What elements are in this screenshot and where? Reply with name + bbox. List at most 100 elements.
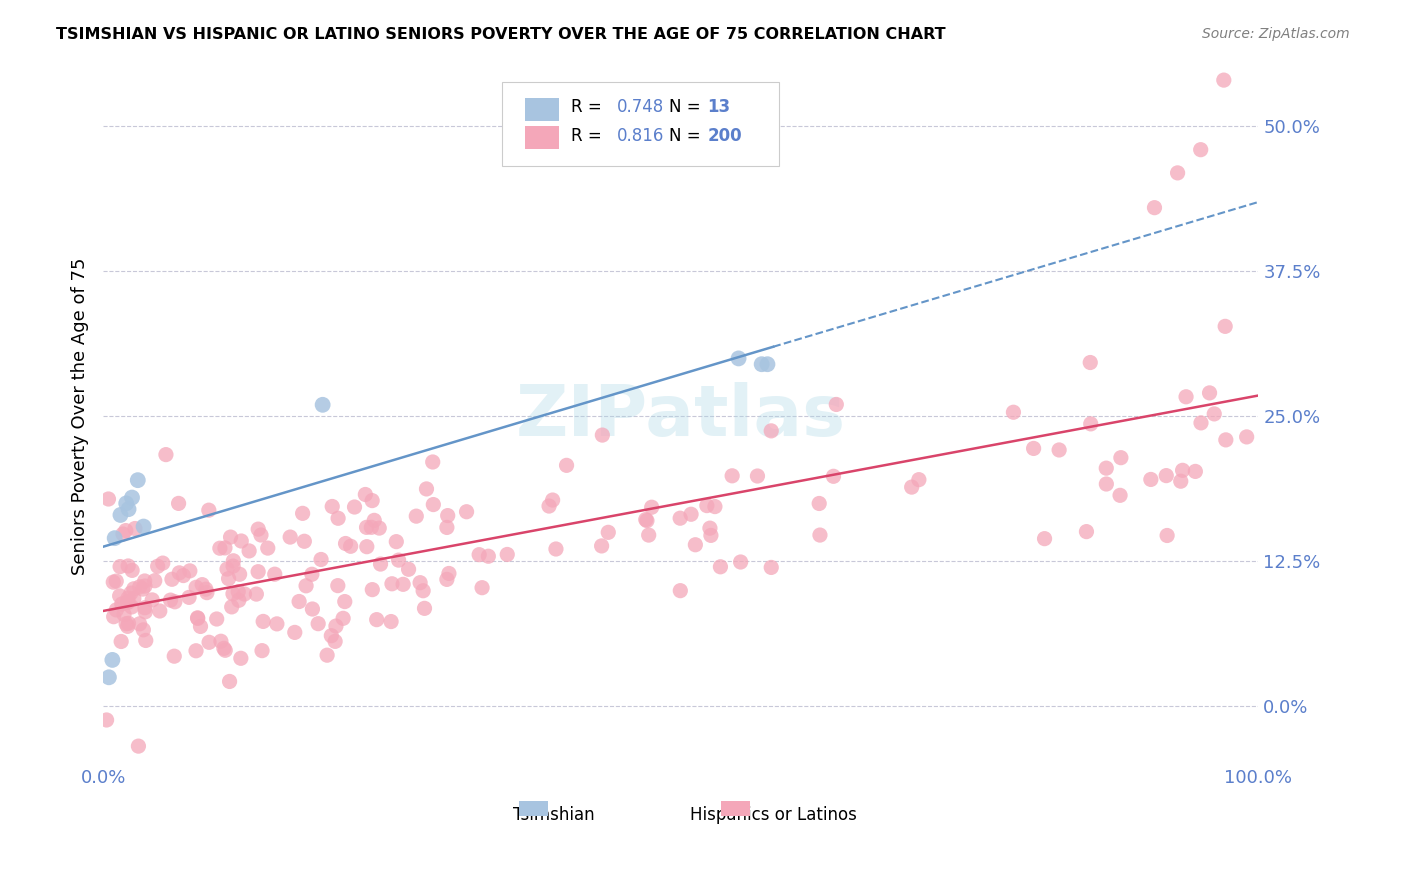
Hispanics or Latinos bbox=[1236, 430, 1258, 444]
Tsimshian bbox=[311, 398, 333, 412]
Text: Source: ZipAtlas.com: Source: ZipAtlas.com bbox=[1202, 27, 1350, 41]
Hispanics or Latinos bbox=[96, 713, 118, 727]
Hispanics or Latinos bbox=[730, 555, 752, 569]
Hispanics or Latinos bbox=[641, 500, 664, 515]
Hispanics or Latinos bbox=[117, 595, 139, 609]
Hispanics or Latinos bbox=[436, 508, 458, 523]
Text: 0.816: 0.816 bbox=[617, 127, 665, 145]
Hispanics or Latinos bbox=[321, 500, 343, 514]
Hispanics or Latinos bbox=[413, 601, 436, 615]
Text: TSIMSHIAN VS HISPANIC OR LATINO SENIORS POVERTY OVER THE AGE OF 75 CORRELATION C: TSIMSHIAN VS HISPANIC OR LATINO SENIORS … bbox=[56, 27, 946, 42]
Hispanics or Latinos bbox=[252, 615, 274, 629]
FancyBboxPatch shape bbox=[721, 801, 751, 816]
Hispanics or Latinos bbox=[332, 611, 354, 625]
Hispanics or Latinos bbox=[195, 585, 218, 599]
Hispanics or Latinos bbox=[194, 582, 217, 597]
Hispanics or Latinos bbox=[1033, 532, 1056, 546]
Hispanics or Latinos bbox=[117, 616, 139, 631]
Hispanics or Latinos bbox=[226, 584, 249, 599]
Hispanics or Latinos bbox=[380, 615, 402, 629]
Tsimshian bbox=[127, 473, 149, 487]
Hispanics or Latinos bbox=[316, 648, 339, 663]
Hispanics or Latinos bbox=[699, 521, 721, 535]
Hispanics or Latinos bbox=[177, 591, 200, 605]
Hispanics or Latinos bbox=[108, 559, 131, 574]
Hispanics or Latinos bbox=[284, 625, 307, 640]
Hispanics or Latinos bbox=[908, 473, 931, 487]
Tsimshian bbox=[115, 496, 138, 510]
Hispanics or Latinos bbox=[415, 482, 437, 496]
Hispanics or Latinos bbox=[117, 619, 139, 633]
Hispanics or Latinos bbox=[1080, 417, 1102, 431]
Hispanics or Latinos bbox=[256, 541, 278, 555]
Hispanics or Latinos bbox=[222, 559, 245, 574]
Hispanics or Latinos bbox=[301, 602, 323, 616]
Text: N =: N = bbox=[669, 127, 700, 145]
Tsimshian bbox=[121, 491, 143, 505]
Hispanics or Latinos bbox=[591, 539, 613, 553]
Hispanics or Latinos bbox=[187, 611, 209, 625]
Hispanics or Latinos bbox=[228, 593, 250, 607]
Tsimshian bbox=[132, 519, 155, 533]
FancyBboxPatch shape bbox=[524, 98, 560, 120]
Hispanics or Latinos bbox=[108, 589, 131, 603]
Hispanics or Latinos bbox=[121, 563, 143, 577]
Hispanics or Latinos bbox=[205, 612, 228, 626]
Hispanics or Latinos bbox=[111, 527, 134, 541]
Hispanics or Latinos bbox=[214, 643, 236, 657]
Hispanics or Latinos bbox=[385, 534, 408, 549]
Hispanics or Latinos bbox=[208, 541, 231, 556]
Text: R =: R = bbox=[571, 127, 607, 145]
Hispanics or Latinos bbox=[233, 587, 256, 601]
Tsimshian bbox=[727, 351, 749, 366]
Hispanics or Latinos bbox=[105, 603, 128, 617]
Hispanics or Latinos bbox=[222, 554, 245, 568]
Hispanics or Latinos bbox=[1189, 416, 1212, 430]
FancyBboxPatch shape bbox=[524, 126, 560, 149]
Hispanics or Latinos bbox=[198, 635, 221, 649]
Hispanics or Latinos bbox=[808, 496, 831, 510]
Hispanics or Latinos bbox=[214, 541, 236, 555]
Hispanics or Latinos bbox=[1156, 528, 1178, 542]
Hispanics or Latinos bbox=[146, 559, 169, 574]
Hispanics or Latinos bbox=[761, 424, 783, 438]
Hispanics or Latinos bbox=[167, 496, 190, 510]
Hispanics or Latinos bbox=[323, 634, 346, 648]
Hispanics or Latinos bbox=[1002, 405, 1025, 419]
Text: 0.748: 0.748 bbox=[617, 98, 665, 116]
Hispanics or Latinos bbox=[1109, 450, 1132, 465]
FancyBboxPatch shape bbox=[502, 82, 779, 166]
Hispanics or Latinos bbox=[97, 491, 120, 506]
Hispanics or Latinos bbox=[370, 557, 392, 571]
Hispanics or Latinos bbox=[354, 487, 377, 501]
Hispanics or Latinos bbox=[1189, 143, 1212, 157]
Hispanics or Latinos bbox=[1095, 477, 1118, 491]
Hispanics or Latinos bbox=[184, 644, 207, 658]
Hispanics or Latinos bbox=[437, 566, 460, 581]
Hispanics or Latinos bbox=[544, 541, 567, 556]
Text: R =: R = bbox=[571, 98, 607, 116]
Hispanics or Latinos bbox=[392, 577, 415, 591]
Hispanics or Latinos bbox=[356, 520, 378, 534]
Hispanics or Latinos bbox=[555, 458, 578, 473]
Hispanics or Latinos bbox=[591, 428, 613, 442]
Hispanics or Latinos bbox=[1198, 385, 1220, 400]
Hispanics or Latinos bbox=[120, 586, 142, 600]
Hispanics or Latinos bbox=[103, 609, 125, 624]
Hispanics or Latinos bbox=[387, 553, 409, 567]
Hispanics or Latinos bbox=[808, 528, 831, 542]
Hispanics or Latinos bbox=[184, 580, 207, 594]
Hispanics or Latinos bbox=[422, 455, 444, 469]
Hispanics or Latinos bbox=[1212, 73, 1234, 87]
Hispanics or Latinos bbox=[422, 498, 444, 512]
Tsimshian bbox=[101, 653, 124, 667]
Hispanics or Latinos bbox=[333, 594, 356, 608]
Hispanics or Latinos bbox=[131, 582, 153, 596]
Hispanics or Latinos bbox=[292, 534, 315, 549]
Hispanics or Latinos bbox=[307, 616, 329, 631]
Hispanics or Latinos bbox=[703, 500, 725, 514]
Hispanics or Latinos bbox=[163, 649, 186, 664]
Hispanics or Latinos bbox=[360, 520, 382, 534]
Hispanics or Latinos bbox=[636, 514, 658, 528]
Hispanics or Latinos bbox=[339, 539, 361, 553]
